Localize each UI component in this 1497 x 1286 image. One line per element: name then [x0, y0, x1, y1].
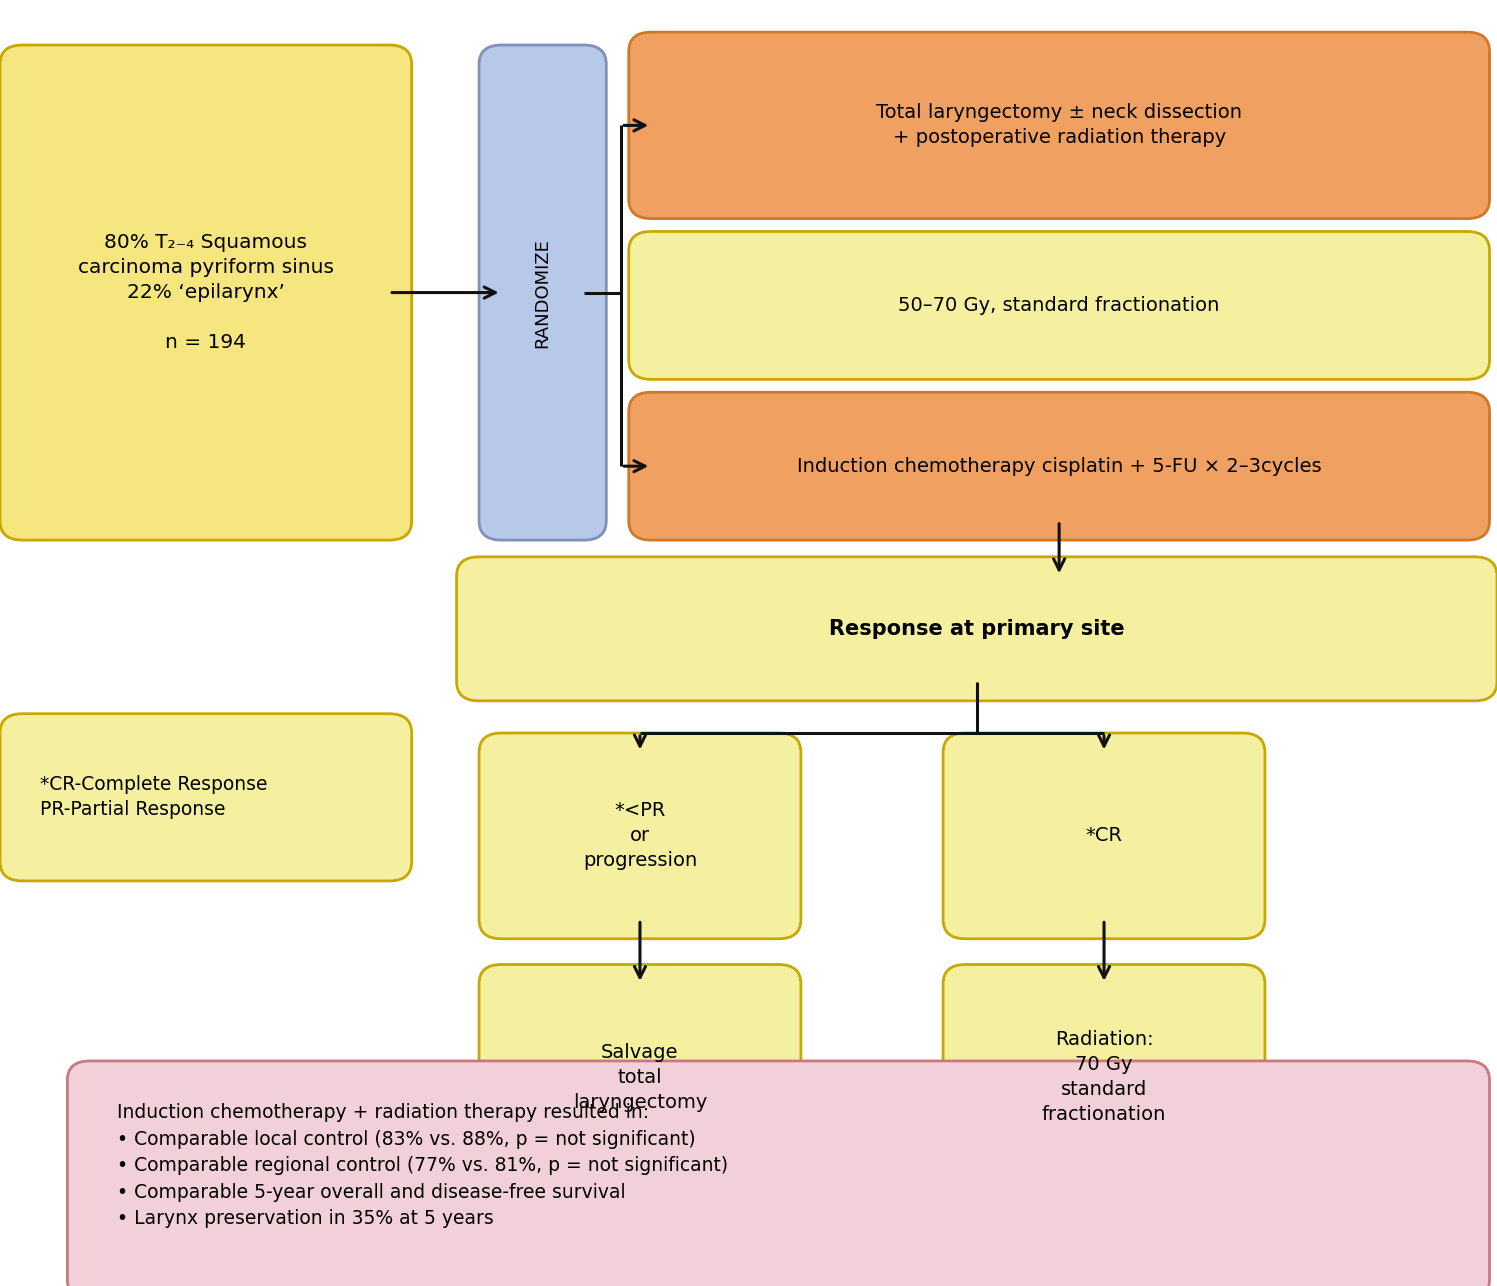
Text: Response at primary site: Response at primary site: [829, 619, 1124, 639]
FancyBboxPatch shape: [479, 45, 606, 540]
Text: *CR: *CR: [1085, 827, 1123, 845]
Text: Total laryngectomy ± neck dissection
+ postoperative radiation therapy: Total laryngectomy ± neck dissection + p…: [876, 103, 1243, 148]
FancyBboxPatch shape: [943, 964, 1265, 1190]
Text: *<PR
or
progression: *<PR or progression: [582, 801, 698, 871]
Text: Radiation:
70 Gy
standard
fractionation: Radiation: 70 Gy standard fractionation: [1042, 1030, 1166, 1124]
FancyBboxPatch shape: [0, 714, 412, 881]
FancyBboxPatch shape: [479, 964, 801, 1190]
Text: Induction chemotherapy + radiation therapy resulted in:
• Comparable local contr: Induction chemotherapy + radiation thera…: [117, 1103, 728, 1228]
FancyBboxPatch shape: [629, 32, 1490, 219]
Text: Salvage
total
laryngectomy: Salvage total laryngectomy: [573, 1043, 707, 1111]
Text: *CR-Complete Response
PR-Partial Response: *CR-Complete Response PR-Partial Respons…: [40, 775, 268, 819]
FancyBboxPatch shape: [67, 1061, 1490, 1286]
Text: RANDOMIZE: RANDOMIZE: [533, 238, 552, 347]
FancyBboxPatch shape: [479, 733, 801, 939]
FancyBboxPatch shape: [943, 733, 1265, 939]
Text: 80% T₂₋₄ Squamous
carcinoma pyriform sinus
22% ‘epilarynx’

​n​ = 194: 80% T₂₋₄ Squamous carcinoma pyriform sin…: [78, 233, 334, 352]
FancyBboxPatch shape: [629, 392, 1490, 540]
FancyBboxPatch shape: [457, 557, 1497, 701]
Text: 50–70 Gy, standard fractionation: 50–70 Gy, standard fractionation: [898, 296, 1220, 315]
Text: Induction chemotherapy cisplatin + 5-FU × 2–3cycles: Induction chemotherapy cisplatin + 5-FU …: [796, 457, 1322, 476]
FancyBboxPatch shape: [0, 45, 412, 540]
FancyBboxPatch shape: [629, 231, 1490, 379]
